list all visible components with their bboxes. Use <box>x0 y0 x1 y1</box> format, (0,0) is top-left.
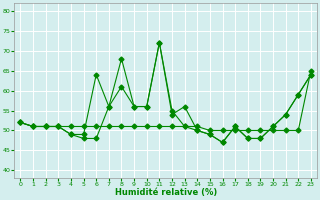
X-axis label: Humidité relative (%): Humidité relative (%) <box>115 188 217 197</box>
